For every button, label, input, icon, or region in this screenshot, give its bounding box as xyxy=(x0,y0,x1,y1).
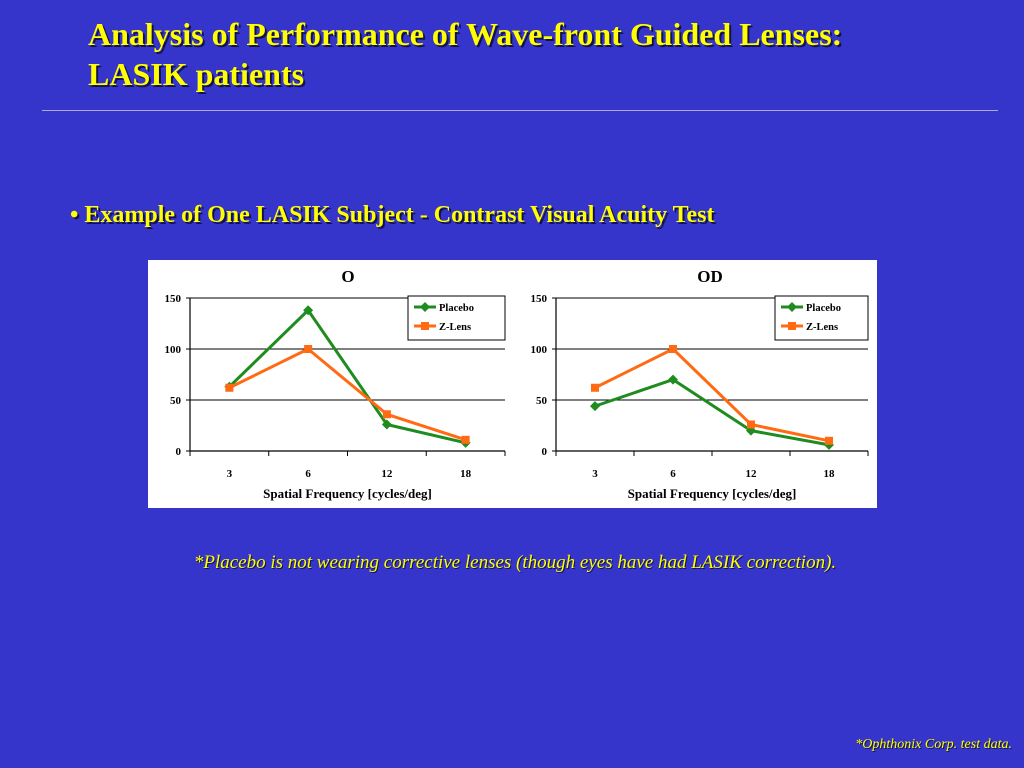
chart-1: O 0 50 100 150 3 6 12 18 Spatial Frequency [cycle… xyxy=(165,267,506,501)
legend-label: Placebo xyxy=(439,303,474,314)
x-tick-label: 18 xyxy=(460,468,472,480)
x-tick-label: 6 xyxy=(305,468,311,480)
x-tick-label: 12 xyxy=(746,468,758,480)
chart-2: OD 0 50 100 150 3 6 12 18 Spatial Frequency [cycl… xyxy=(531,267,869,501)
x-tick-label: 12 xyxy=(381,468,393,480)
title-divider xyxy=(42,110,998,111)
legend-label: Z-Lens xyxy=(806,322,838,333)
data-point-z-lens xyxy=(591,383,599,392)
legend-entry-placebo: Placebo xyxy=(414,302,474,314)
data-point-placebo xyxy=(381,419,392,430)
legend-label: Z-Lens xyxy=(439,322,471,333)
series-line-z-lens xyxy=(228,347,467,442)
chart-legend: Placebo Z-Lens xyxy=(407,295,506,341)
x-axis-label: Spatial Frequency [cycles/deg] xyxy=(263,486,432,501)
bullet-marker: • xyxy=(70,202,79,228)
series-line-placebo xyxy=(594,378,830,447)
y-tick-label: 100 xyxy=(165,344,182,356)
charts-svg: O 0 50 100 150 3 6 12 18 Spatial Frequency [cycle… xyxy=(165,267,869,501)
legend-box xyxy=(774,295,869,341)
title-line-1: Analysis of Performance of Wave-front Gu… xyxy=(88,16,843,52)
footnote: *Placebo is not wearing corrective lense… xyxy=(193,552,837,573)
y-tick-label: 150 xyxy=(165,293,182,305)
data-point-z-lens xyxy=(304,345,313,353)
data-point-z-lens xyxy=(669,345,677,353)
legend-entry-z-lens: Z-Lens xyxy=(414,322,471,333)
x-tick-label: 3 xyxy=(592,468,598,480)
y-tick-label: 0 xyxy=(542,446,548,458)
title-line-2: LASIK patients xyxy=(88,56,305,92)
y-tick-label: 150 xyxy=(531,293,548,305)
bullet-item: • Example of One LASIK Subject - Contrast… xyxy=(70,200,714,230)
data-point-z-lens xyxy=(461,435,470,444)
y-tick-label: 50 xyxy=(170,395,182,407)
legend-swatch-marker xyxy=(788,322,796,330)
data-point-placebo xyxy=(303,305,314,316)
bullet-text: Example of One LASIK Subject - Contrast … xyxy=(84,202,715,228)
slide-title: Analysis of Performance of Wave-front Gu… xyxy=(88,14,842,94)
legend-entry-z-lens: Z-Lens xyxy=(781,322,838,333)
series-line-placebo xyxy=(228,308,466,445)
y-tick-label: 50 xyxy=(536,395,548,407)
x-tick-label: 18 xyxy=(824,468,836,480)
legend-label: Placebo xyxy=(806,303,841,314)
x-axis-label: Spatial Frequency [cycles/deg] xyxy=(628,486,797,501)
legend-swatch-marker xyxy=(787,302,797,312)
chart-panel: O 0 50 100 150 3 6 12 18 Spatial Frequency [cycle… xyxy=(148,260,877,508)
series-line-z-lens xyxy=(594,347,830,443)
chart-title: O xyxy=(341,267,354,286)
chart-title: OD xyxy=(697,267,723,286)
source-note: *Ophthonix Corp. test data. xyxy=(855,737,1012,752)
data-point-placebo xyxy=(590,401,600,412)
data-point-z-lens xyxy=(825,436,833,445)
chart-legend: Placebo Z-Lens xyxy=(774,295,869,341)
data-point-z-lens xyxy=(225,383,234,392)
legend-swatch-marker xyxy=(420,302,430,312)
x-tick-label: 3 xyxy=(227,468,233,480)
legend-swatch-marker xyxy=(421,322,429,330)
x-tick-label: 6 xyxy=(670,468,676,480)
y-tick-label: 100 xyxy=(531,344,548,356)
legend-entry-placebo: Placebo xyxy=(781,302,841,314)
data-point-z-lens xyxy=(747,420,755,429)
y-tick-label: 0 xyxy=(176,446,182,458)
data-point-placebo xyxy=(668,374,678,385)
data-point-z-lens xyxy=(382,410,391,419)
